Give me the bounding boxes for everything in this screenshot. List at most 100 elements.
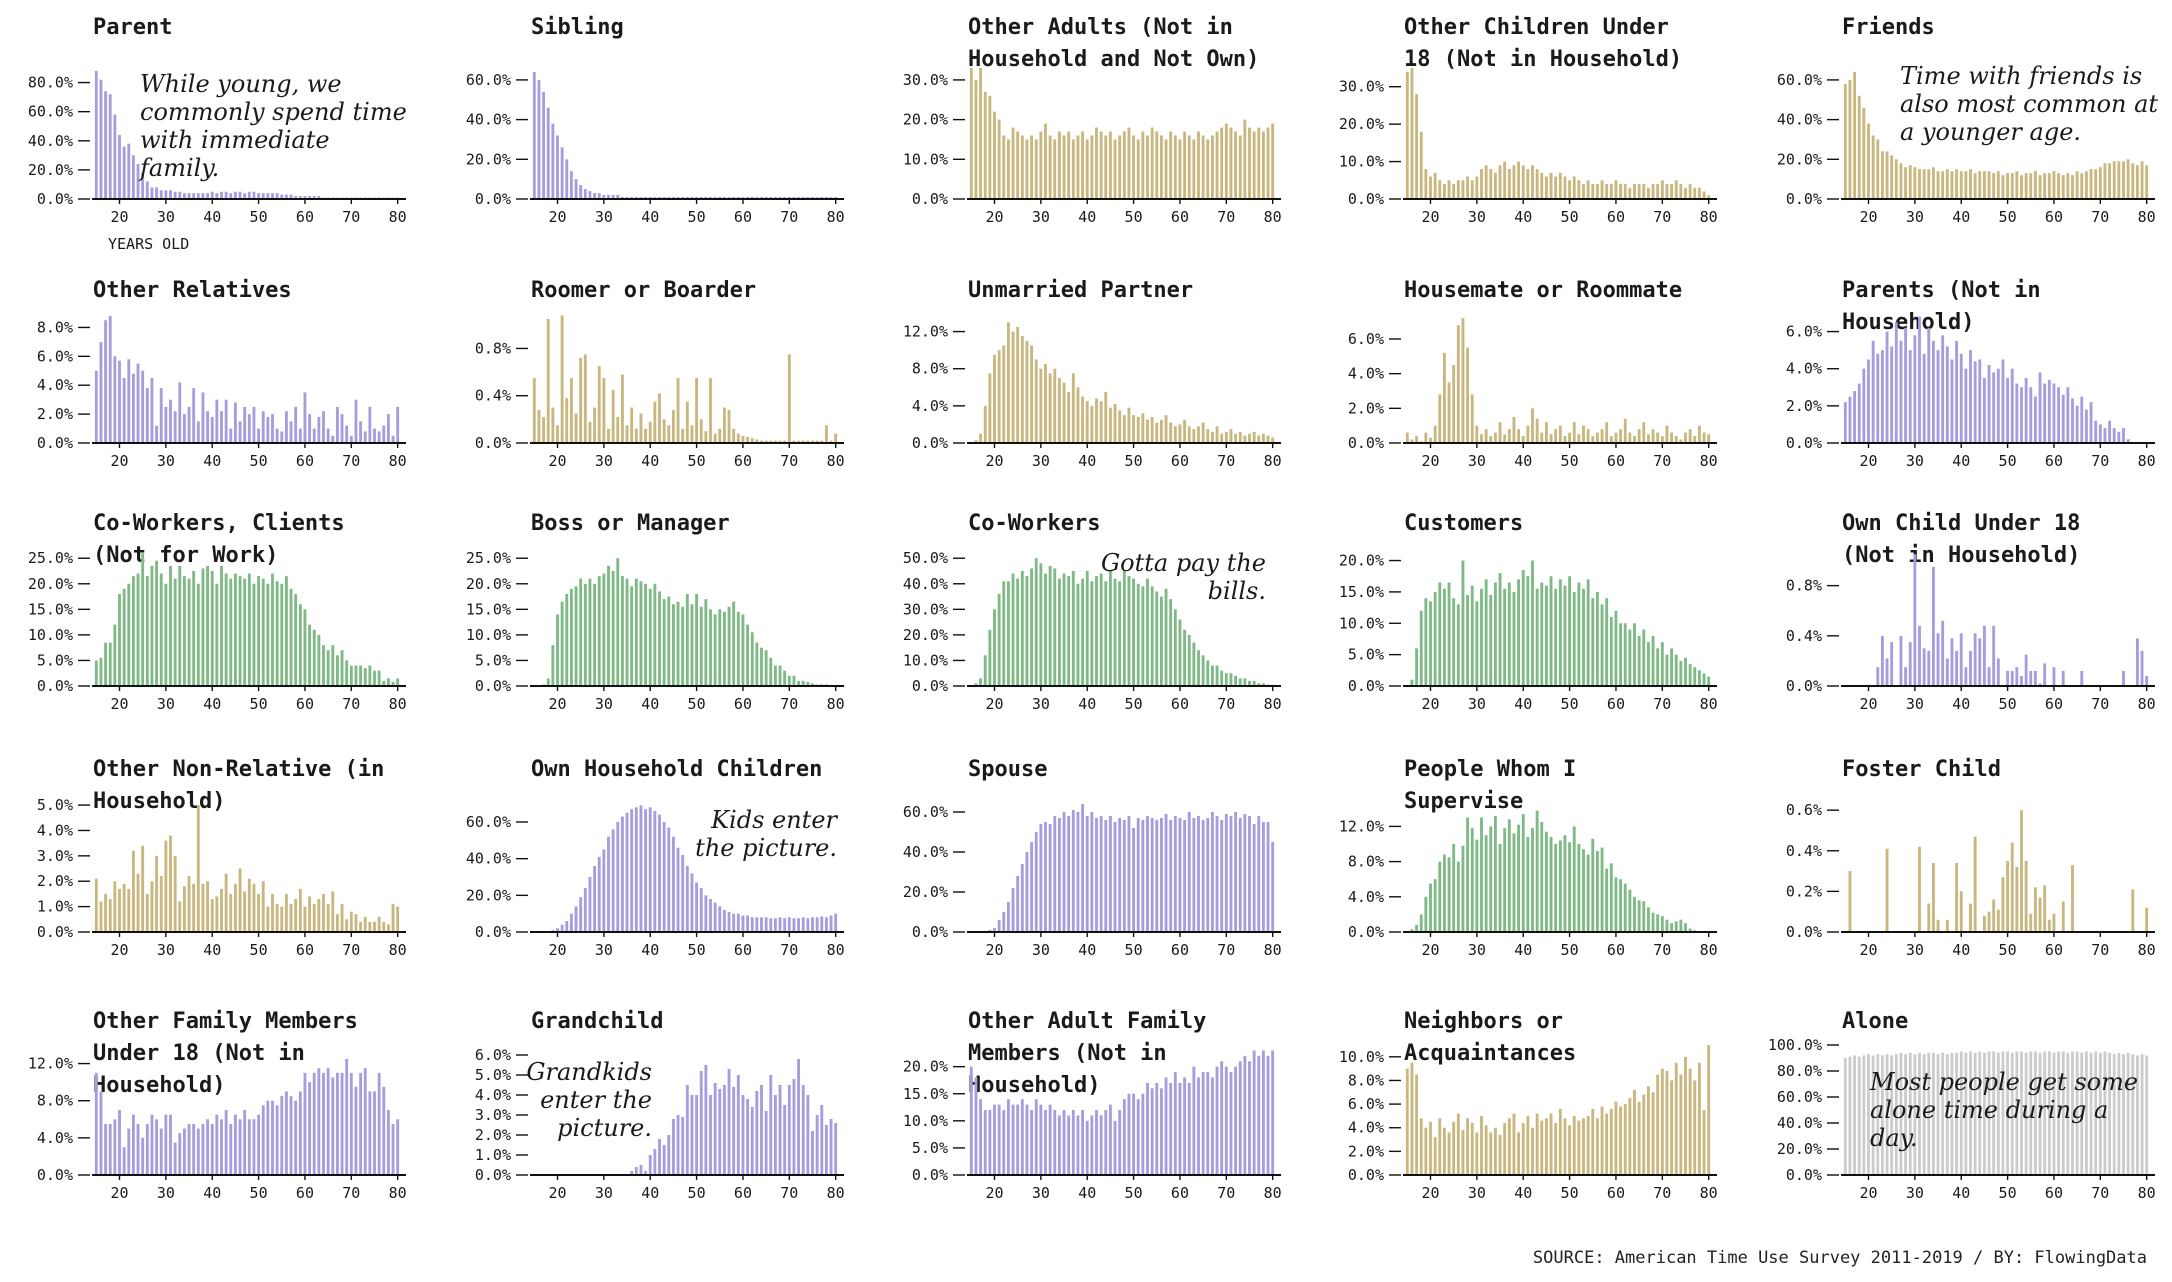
bar xyxy=(639,581,643,686)
bar xyxy=(1169,599,1173,686)
bar xyxy=(699,606,703,686)
bar xyxy=(354,665,358,686)
bar xyxy=(736,1075,740,1175)
bar xyxy=(1252,824,1256,932)
bar xyxy=(1252,431,1256,443)
bar xyxy=(2075,405,2079,443)
bar xyxy=(1637,184,1641,199)
x-tick-label: 80 xyxy=(827,941,845,959)
bar xyxy=(2001,1051,2005,1175)
bar xyxy=(2052,171,2056,199)
bar xyxy=(275,428,279,443)
bar xyxy=(1424,896,1428,932)
bar xyxy=(1572,826,1576,932)
bar xyxy=(1619,623,1623,686)
x-tick-label: 40 xyxy=(1952,452,1970,470)
bar xyxy=(2061,394,2065,443)
bar xyxy=(1442,184,1446,199)
bar xyxy=(2071,175,2074,199)
bar xyxy=(1941,335,1945,443)
bar xyxy=(1090,135,1094,199)
bar xyxy=(280,431,284,443)
bar xyxy=(704,599,708,686)
bar xyxy=(326,1068,330,1175)
bar xyxy=(229,193,233,199)
bar xyxy=(1549,434,1553,443)
y-tick-label: 20.0% xyxy=(903,626,948,644)
bar xyxy=(1987,667,1991,686)
x-tick-label: 60 xyxy=(296,208,314,226)
bar xyxy=(1224,431,1228,443)
bar xyxy=(257,576,261,686)
bar xyxy=(1044,573,1047,686)
x-tick-label: 40 xyxy=(203,452,221,470)
bar xyxy=(1904,1054,1908,1175)
bar xyxy=(1563,585,1567,686)
bar xyxy=(247,191,251,199)
bar xyxy=(1099,816,1103,932)
bar xyxy=(1656,648,1660,686)
bar xyxy=(215,193,219,199)
bar xyxy=(2126,1052,2130,1175)
y-tick-label: 5.0% xyxy=(37,796,73,814)
y-tick-label: 10.0% xyxy=(466,626,511,644)
bar xyxy=(722,1085,726,1175)
x-tick-label: 80 xyxy=(827,1184,845,1202)
bar xyxy=(1688,928,1692,932)
bar xyxy=(815,1115,819,1175)
bar xyxy=(1526,836,1530,932)
bar xyxy=(736,611,740,686)
bar xyxy=(1684,432,1687,443)
bar xyxy=(630,1171,634,1175)
bar xyxy=(1526,576,1530,686)
bar xyxy=(1899,1052,1903,1175)
bar xyxy=(247,1119,251,1175)
bar xyxy=(131,576,135,686)
bar xyxy=(1447,1132,1451,1175)
bar xyxy=(1899,635,1903,686)
bar xyxy=(704,1065,708,1175)
bar xyxy=(1076,583,1080,686)
bar xyxy=(760,647,763,686)
y-tick-label: 10.0% xyxy=(28,626,73,644)
bar xyxy=(104,1123,108,1175)
y-tick-label: 5.0% xyxy=(912,1139,948,1157)
bar xyxy=(1665,425,1669,443)
bar xyxy=(1908,165,1912,199)
bar xyxy=(1122,1099,1126,1175)
bar xyxy=(1132,828,1136,932)
chart-title: Own Household Children xyxy=(531,757,822,782)
bar xyxy=(1215,816,1219,932)
y-tick-label: 0.0% xyxy=(37,1166,73,1184)
bar xyxy=(1118,135,1122,199)
bar xyxy=(108,1123,112,1175)
bar xyxy=(1899,163,1903,199)
bar xyxy=(1057,1115,1061,1175)
bar xyxy=(741,614,745,686)
bar xyxy=(2015,1051,2019,1175)
bar xyxy=(1992,625,1996,686)
x-tick-label: 30 xyxy=(1032,941,1050,959)
bar xyxy=(2103,428,2107,443)
y-tick-label: 0.2% xyxy=(1786,882,1822,900)
bar xyxy=(1489,826,1493,932)
bar xyxy=(1512,591,1516,686)
y-tick-label: 40.0% xyxy=(1777,111,1822,129)
x-tick-label: 80 xyxy=(1264,695,1282,713)
x-tick-label: 70 xyxy=(1653,1184,1671,1202)
chart-title: Foster Child xyxy=(1842,757,2001,782)
bar xyxy=(1085,816,1089,932)
bar xyxy=(1614,180,1618,199)
bar xyxy=(1890,346,1894,443)
bar xyxy=(773,918,777,932)
bar xyxy=(2080,670,2084,686)
bar xyxy=(298,1091,302,1175)
bar xyxy=(178,382,182,443)
y-tick-label: 10.0% xyxy=(903,651,948,669)
bar xyxy=(1141,586,1145,686)
bar xyxy=(1623,418,1627,443)
bar xyxy=(196,583,200,686)
bar xyxy=(257,428,261,443)
bar xyxy=(1183,820,1187,932)
